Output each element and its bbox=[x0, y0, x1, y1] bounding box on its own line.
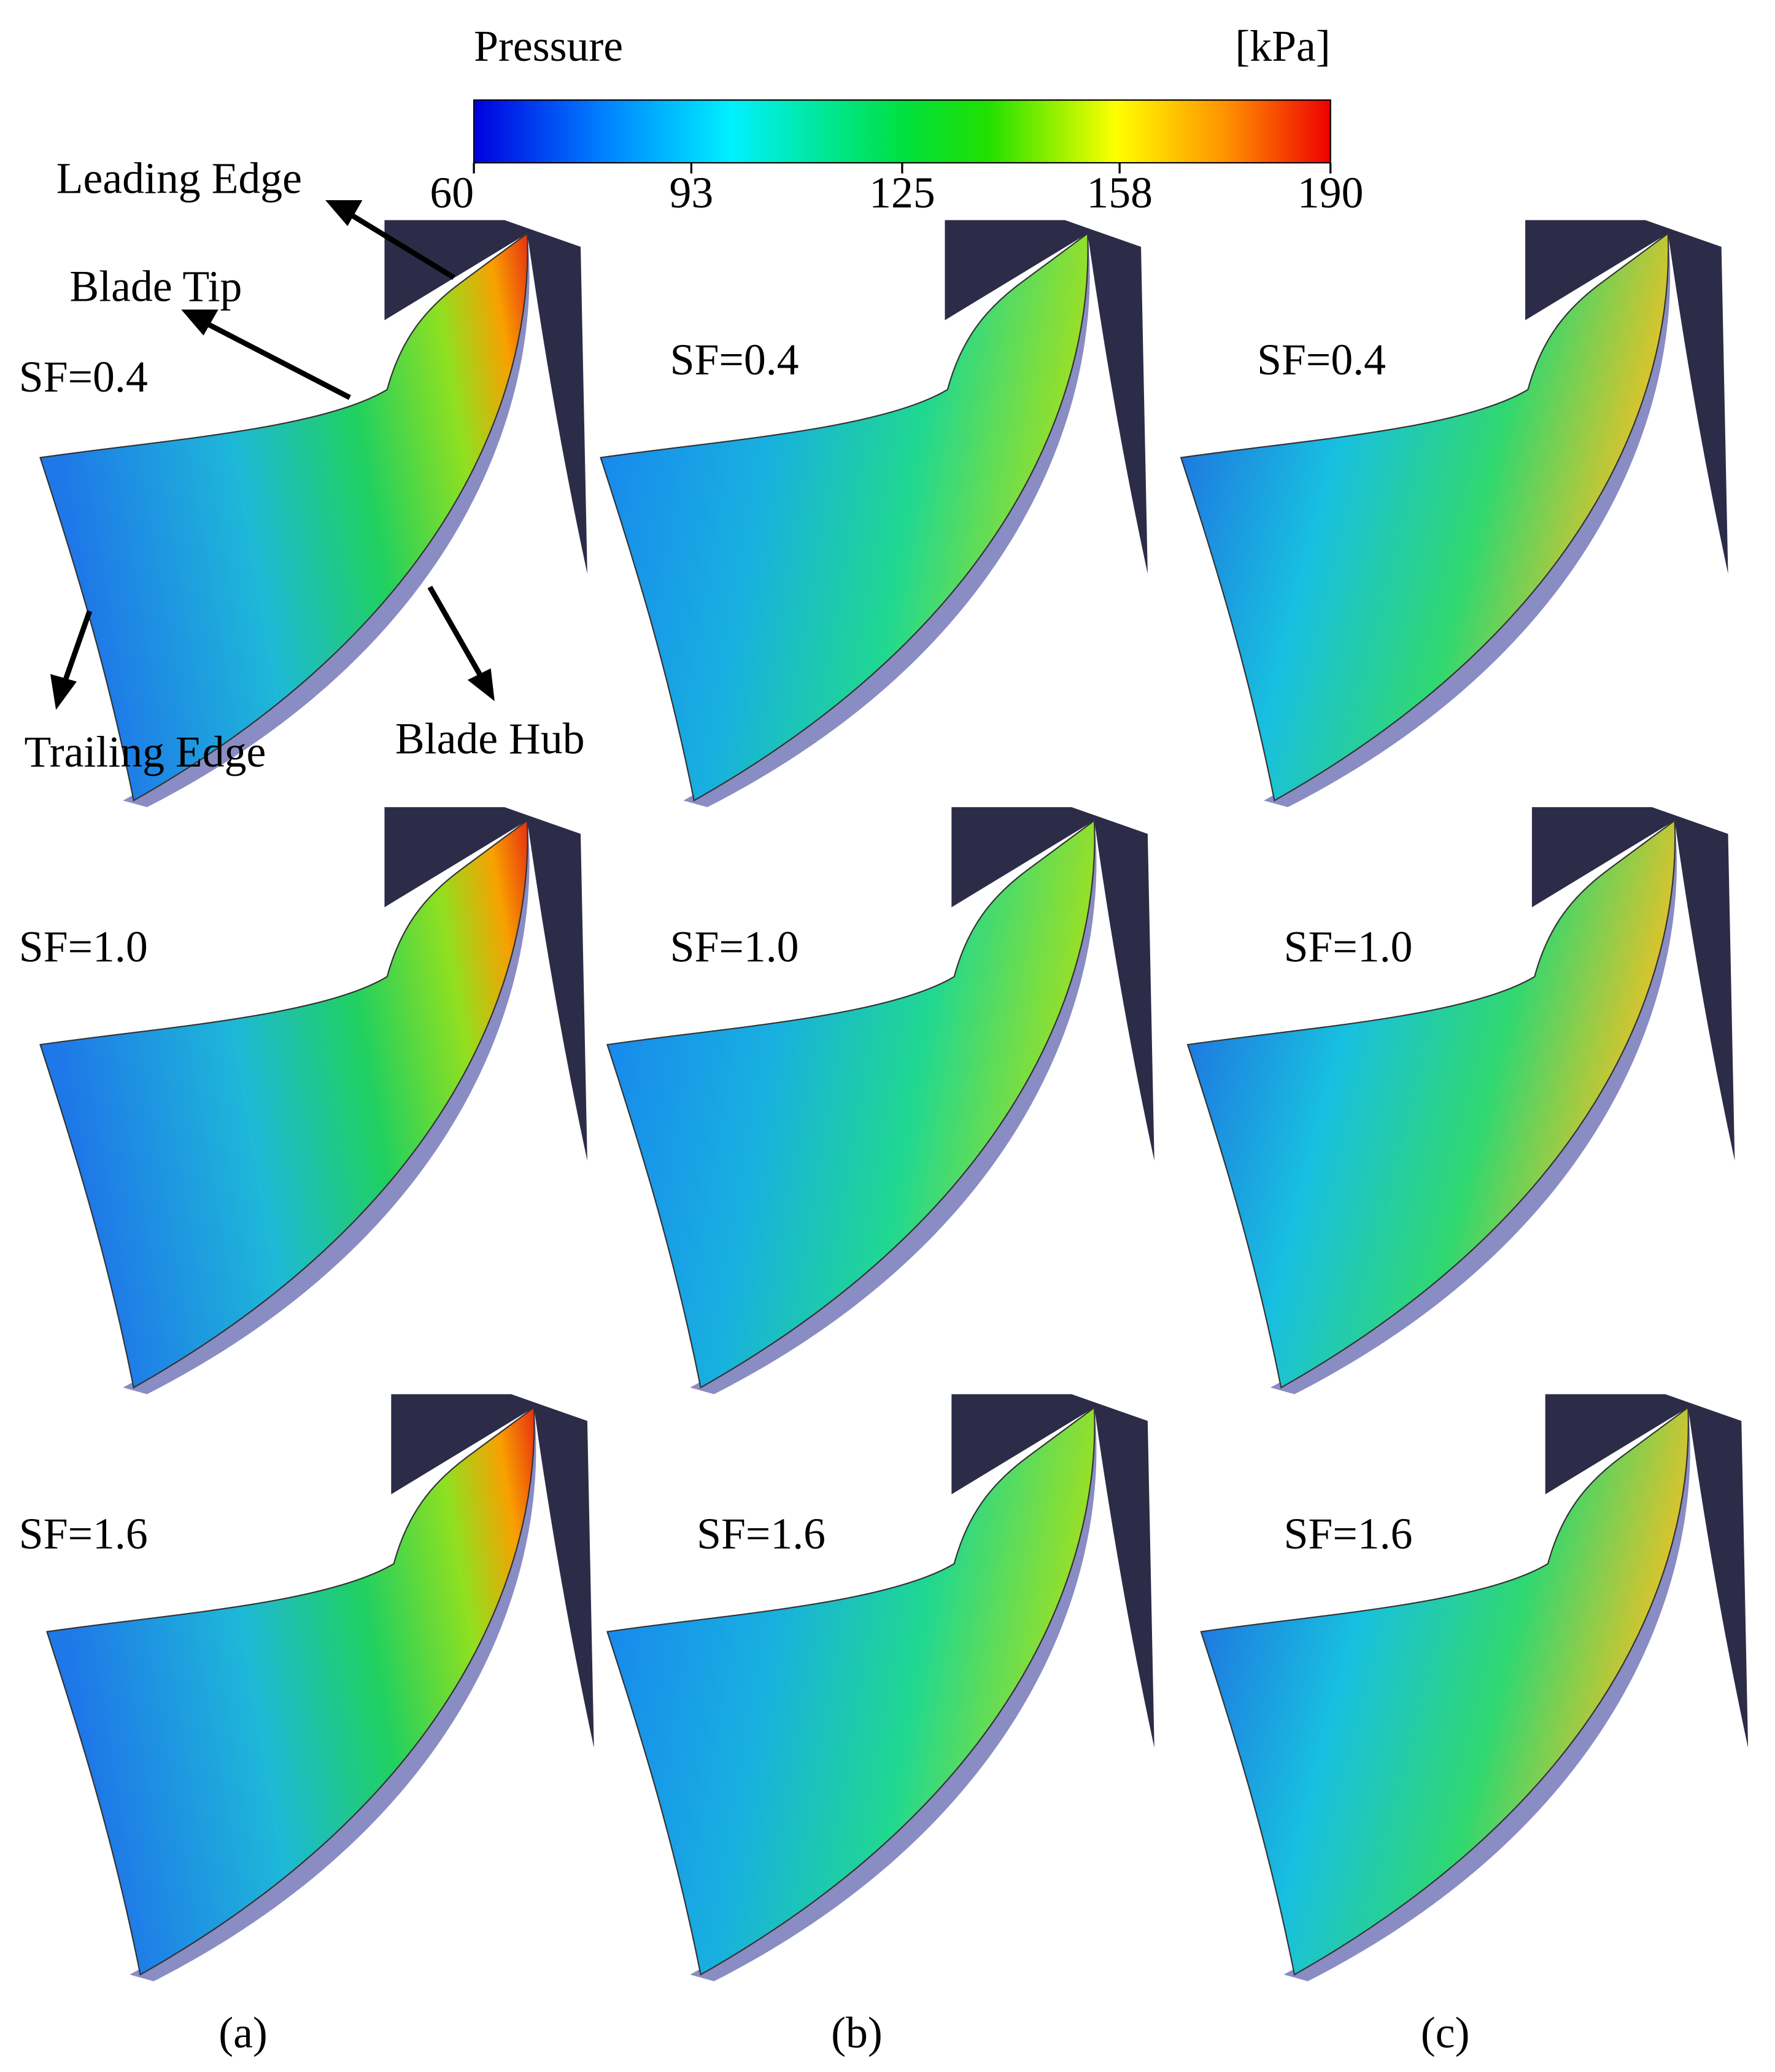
annotation: Leading Edge bbox=[56, 153, 302, 203]
colorbar-unit: [kPa] bbox=[1235, 21, 1330, 71]
tick-label: 125 bbox=[869, 168, 935, 217]
panel-label: (b) bbox=[831, 2008, 883, 2057]
tick-label: 158 bbox=[1086, 168, 1153, 217]
row-label: SF=1.6 bbox=[697, 1509, 826, 1558]
panel-label: (c) bbox=[1421, 2008, 1470, 2057]
row-label: SF=0.4 bbox=[670, 335, 799, 384]
row-label: SF=1.6 bbox=[19, 1509, 148, 1558]
tick-label: 190 bbox=[1297, 168, 1364, 217]
annotation: Trailing Edge bbox=[25, 727, 266, 776]
row-label: SF=1.0 bbox=[670, 922, 799, 971]
panels bbox=[39, 220, 1749, 1982]
annotation: Blade Tip bbox=[69, 261, 242, 311]
colorbar-title: Pressure bbox=[474, 21, 623, 71]
colorbar bbox=[473, 99, 1331, 164]
row-label: SF=0.4 bbox=[1257, 335, 1386, 384]
tick-label: 60 bbox=[430, 168, 474, 217]
row-label: SF=1.6 bbox=[1284, 1509, 1413, 1558]
row-label: SF=0.4 bbox=[19, 352, 148, 401]
panel-label: (a) bbox=[218, 2008, 268, 2057]
tick-label: 93 bbox=[670, 168, 714, 217]
colorbar-ticks: 60 93 125 158 190 bbox=[430, 163, 1364, 217]
annotation: Blade Hub bbox=[395, 714, 585, 763]
arrows bbox=[50, 200, 495, 710]
row-label: SF=1.0 bbox=[1284, 922, 1413, 971]
row-label: SF=1.0 bbox=[19, 922, 148, 971]
